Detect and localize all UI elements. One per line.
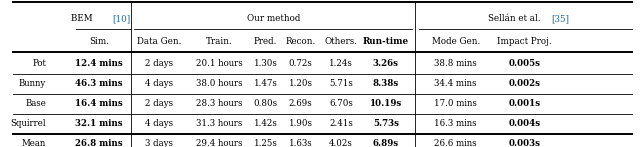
Text: 0.003s: 0.003s <box>509 139 541 147</box>
Text: 3 days: 3 days <box>145 139 173 147</box>
Text: 0.004s: 0.004s <box>509 119 541 128</box>
Text: Train.: Train. <box>205 37 232 46</box>
Text: 28.3 hours: 28.3 hours <box>196 99 242 108</box>
Text: 6.89s: 6.89s <box>373 139 399 147</box>
Text: Mean: Mean <box>22 139 46 147</box>
Text: 26.6 mins: 26.6 mins <box>435 139 477 147</box>
Text: 2 days: 2 days <box>145 99 173 108</box>
Text: 6.70s: 6.70s <box>329 99 353 108</box>
Text: Base: Base <box>25 99 46 108</box>
Text: 0.80s: 0.80s <box>253 99 278 108</box>
Text: 32.1 mins: 32.1 mins <box>76 119 123 128</box>
Text: Pred.: Pred. <box>254 37 277 46</box>
Text: 16.3 mins: 16.3 mins <box>435 119 477 128</box>
Text: 10.19s: 10.19s <box>370 99 402 108</box>
Text: 20.1 hours: 20.1 hours <box>195 59 243 68</box>
Text: 5.71s: 5.71s <box>329 79 353 88</box>
Text: 4.02s: 4.02s <box>329 139 353 147</box>
Text: 31.3 hours: 31.3 hours <box>196 119 242 128</box>
Text: Sellán et al.: Sellán et al. <box>488 14 540 23</box>
Text: 2.41s: 2.41s <box>329 119 353 128</box>
Text: Others.: Others. <box>324 37 358 46</box>
Text: 1.20s: 1.20s <box>289 79 313 88</box>
Text: 5.73s: 5.73s <box>373 119 399 128</box>
Text: 38.0 hours: 38.0 hours <box>196 79 242 88</box>
Text: 29.4 hours: 29.4 hours <box>196 139 242 147</box>
Text: 1.25s: 1.25s <box>253 139 278 147</box>
Text: 1.30s: 1.30s <box>253 59 278 68</box>
Text: Bunny: Bunny <box>19 79 46 88</box>
Text: [10]: [10] <box>112 14 130 23</box>
Text: BEM: BEM <box>71 14 95 23</box>
Text: 4 days: 4 days <box>145 119 173 128</box>
Text: 0.002s: 0.002s <box>509 79 541 88</box>
Text: 1.63s: 1.63s <box>289 139 313 147</box>
Text: Pot: Pot <box>32 59 46 68</box>
Text: 2.69s: 2.69s <box>289 99 313 108</box>
Text: 0.72s: 0.72s <box>289 59 313 68</box>
Text: Mode Gen.: Mode Gen. <box>431 37 480 46</box>
Text: 2 days: 2 days <box>145 59 173 68</box>
Text: 4 days: 4 days <box>145 79 173 88</box>
Text: Squirrel: Squirrel <box>10 119 46 128</box>
Text: 1.42s: 1.42s <box>253 119 278 128</box>
Text: Sim.: Sim. <box>89 37 109 46</box>
Text: Run-time: Run-time <box>363 37 409 46</box>
Text: 16.4 mins: 16.4 mins <box>76 99 123 108</box>
Text: 0.005s: 0.005s <box>509 59 541 68</box>
Text: 26.8 mins: 26.8 mins <box>76 139 123 147</box>
Text: 46.3 mins: 46.3 mins <box>76 79 123 88</box>
Text: 17.0 mins: 17.0 mins <box>435 99 477 108</box>
Text: 38.8 mins: 38.8 mins <box>435 59 477 68</box>
Text: 1.90s: 1.90s <box>289 119 313 128</box>
Text: 1.47s: 1.47s <box>253 79 278 88</box>
Text: Impact Proj.: Impact Proj. <box>497 37 552 46</box>
Text: Data Gen.: Data Gen. <box>136 37 181 46</box>
Text: 12.4 mins: 12.4 mins <box>76 59 123 68</box>
Text: 1.24s: 1.24s <box>329 59 353 68</box>
Text: 8.38s: 8.38s <box>372 79 399 88</box>
Text: Our method: Our method <box>246 14 300 23</box>
Text: 3.26s: 3.26s <box>373 59 399 68</box>
Text: [35]: [35] <box>552 14 570 23</box>
Text: Recon.: Recon. <box>285 37 316 46</box>
Text: 34.4 mins: 34.4 mins <box>435 79 477 88</box>
Text: 0.001s: 0.001s <box>509 99 541 108</box>
